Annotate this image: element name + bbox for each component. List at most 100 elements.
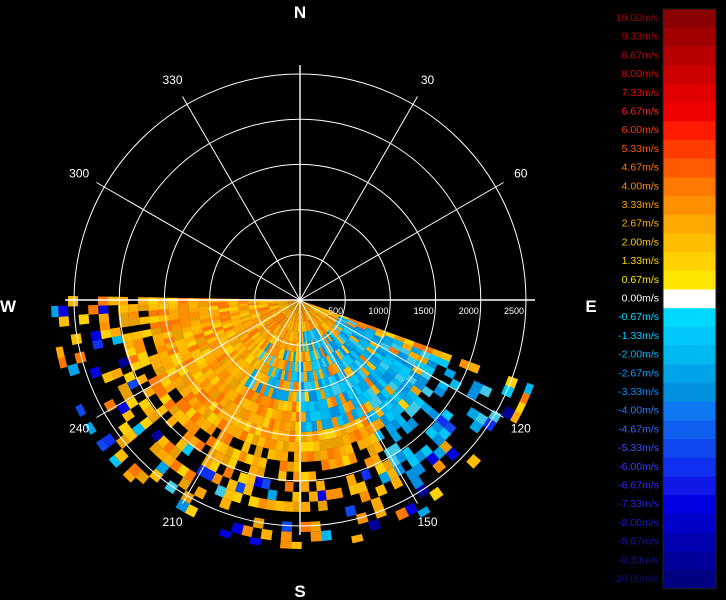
velocity-cell <box>227 424 238 437</box>
velocity-cell <box>376 391 387 404</box>
velocity-cell <box>381 338 393 347</box>
velocity-cell <box>103 398 118 413</box>
velocity-cell <box>148 353 161 364</box>
legend-label: 6.00m/s <box>622 124 659 136</box>
range-label: 500 <box>328 306 343 316</box>
velocity-cell <box>338 346 348 357</box>
velocity-cell <box>240 441 251 454</box>
velocity-cell <box>266 387 274 398</box>
velocity-cell <box>394 373 406 384</box>
velocity-cell <box>249 309 260 315</box>
velocity-cell <box>432 446 447 460</box>
velocity-cell <box>351 332 362 341</box>
velocity-cell <box>267 320 277 329</box>
cardinal-east-label: E <box>585 297 596 316</box>
velocity-cell <box>246 341 256 351</box>
velocity-cell <box>302 311 306 322</box>
velocity-cell <box>176 342 188 352</box>
velocity-cell <box>349 420 359 432</box>
velocity-cell <box>332 447 342 459</box>
velocity-cell <box>254 334 264 344</box>
velocity-cell <box>323 333 331 344</box>
velocity-cell <box>235 326 246 334</box>
velocity-cell <box>167 403 181 416</box>
velocity-cell <box>388 406 401 419</box>
velocity-cell <box>141 329 153 339</box>
legend-swatch <box>663 83 716 103</box>
velocity-cell <box>177 477 192 491</box>
cardinal-west-label: W <box>0 297 17 316</box>
velocity-cell <box>289 320 294 331</box>
velocity-cell <box>388 346 400 356</box>
velocity-cell <box>328 313 339 320</box>
velocity-cell <box>417 355 429 366</box>
velocity-cell <box>138 297 149 305</box>
range-label: 1000 <box>368 306 388 316</box>
velocity-cell <box>343 422 354 434</box>
velocity-cell <box>258 304 269 309</box>
velocity-cell <box>293 341 297 352</box>
velocity-cell <box>114 448 129 464</box>
velocity-cell <box>300 351 303 362</box>
velocity-cell <box>285 319 292 330</box>
velocity-cell <box>338 332 348 342</box>
legend-label: -7.33m/s <box>618 498 659 510</box>
velocity-cell <box>479 384 493 398</box>
velocity-cell <box>431 348 443 359</box>
velocity-cell <box>255 404 264 416</box>
velocity-cell <box>168 313 180 321</box>
velocity-cell <box>255 321 265 329</box>
velocity-cell <box>346 321 357 329</box>
velocity-cell <box>433 385 446 398</box>
velocity-cell <box>159 392 172 405</box>
legend-swatch <box>663 513 716 533</box>
velocity-cell <box>207 339 219 348</box>
velocity-cell <box>326 317 336 324</box>
velocity-cell <box>259 308 270 314</box>
velocity-cell <box>206 335 217 345</box>
velocity-cell <box>322 322 331 331</box>
velocity-cell <box>281 306 291 313</box>
cardinal-north-label: N <box>294 3 306 22</box>
velocity-cell <box>238 385 248 397</box>
velocity-cell <box>313 400 320 412</box>
velocity-cell <box>275 336 282 347</box>
velocity-cell <box>249 308 260 313</box>
velocity-cell <box>295 301 300 312</box>
velocity-cell <box>323 366 331 378</box>
velocity-cell <box>401 394 414 406</box>
velocity-cell <box>419 350 432 360</box>
velocity-cell <box>221 319 232 326</box>
velocity-cell <box>187 380 199 392</box>
velocity-cell <box>216 418 228 431</box>
velocity-cell <box>363 424 375 436</box>
velocity-cell <box>320 530 332 542</box>
velocity-cell <box>308 308 317 316</box>
velocity-cell <box>242 320 254 327</box>
velocity-cell <box>313 349 319 360</box>
velocity-cell <box>428 354 441 365</box>
legend-label: 5.33m/s <box>622 143 659 155</box>
velocity-cell <box>438 440 453 454</box>
velocity-cell <box>300 441 308 452</box>
velocity-cell <box>225 330 237 339</box>
velocity-cell <box>419 444 434 458</box>
velocity-cell <box>188 311 200 318</box>
velocity-cell <box>300 341 303 352</box>
velocity-cell <box>340 454 351 467</box>
velocity-cell <box>305 361 310 372</box>
velocity-cell <box>379 414 391 427</box>
velocity-cell <box>304 311 309 321</box>
velocity-cell <box>294 361 298 372</box>
velocity-cell <box>155 461 170 475</box>
velocity-cell <box>330 385 339 397</box>
velocity-cell <box>208 358 220 369</box>
velocity-cell <box>260 351 269 362</box>
velocity-cell <box>232 393 243 405</box>
velocity-cell <box>230 338 242 348</box>
legend-swatch <box>663 570 716 589</box>
velocity-cell <box>253 445 264 458</box>
velocity-cell <box>324 489 336 501</box>
velocity-cell <box>249 536 262 546</box>
velocity-cell <box>192 327 204 336</box>
